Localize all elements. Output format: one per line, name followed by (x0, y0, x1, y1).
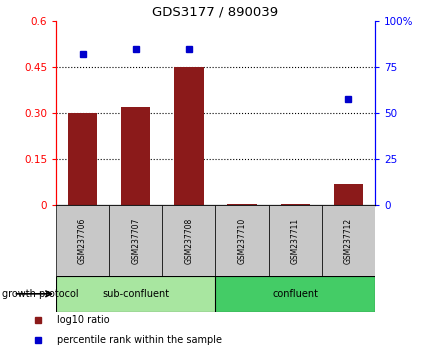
Text: GSM237712: GSM237712 (343, 218, 352, 264)
Bar (109, 205, 162, 276)
Text: percentile rank within the sample: percentile rank within the sample (56, 335, 221, 346)
Text: log10 ratio: log10 ratio (56, 315, 109, 325)
Text: confluent: confluent (272, 289, 317, 299)
Text: GSM237710: GSM237710 (237, 218, 246, 264)
Bar (56, 205, 109, 276)
Bar (121, 107, 150, 205)
Bar (227, 204, 256, 205)
Bar (215, 276, 374, 312)
Bar (162, 205, 215, 276)
Text: sub-confluent: sub-confluent (102, 289, 169, 299)
Bar (321, 205, 374, 276)
Bar (68, 113, 97, 205)
Bar (215, 205, 268, 276)
Text: GSM237711: GSM237711 (290, 218, 299, 264)
Bar (56, 276, 215, 312)
Text: growth protocol: growth protocol (2, 289, 79, 299)
Bar (333, 184, 362, 205)
Bar (174, 67, 203, 205)
Text: GSM237708: GSM237708 (184, 218, 193, 264)
Text: GSM237707: GSM237707 (131, 217, 140, 264)
Bar (280, 204, 309, 205)
Text: GSM237706: GSM237706 (78, 217, 87, 264)
Title: GDS3177 / 890039: GDS3177 / 890039 (152, 6, 278, 19)
Bar (268, 205, 321, 276)
